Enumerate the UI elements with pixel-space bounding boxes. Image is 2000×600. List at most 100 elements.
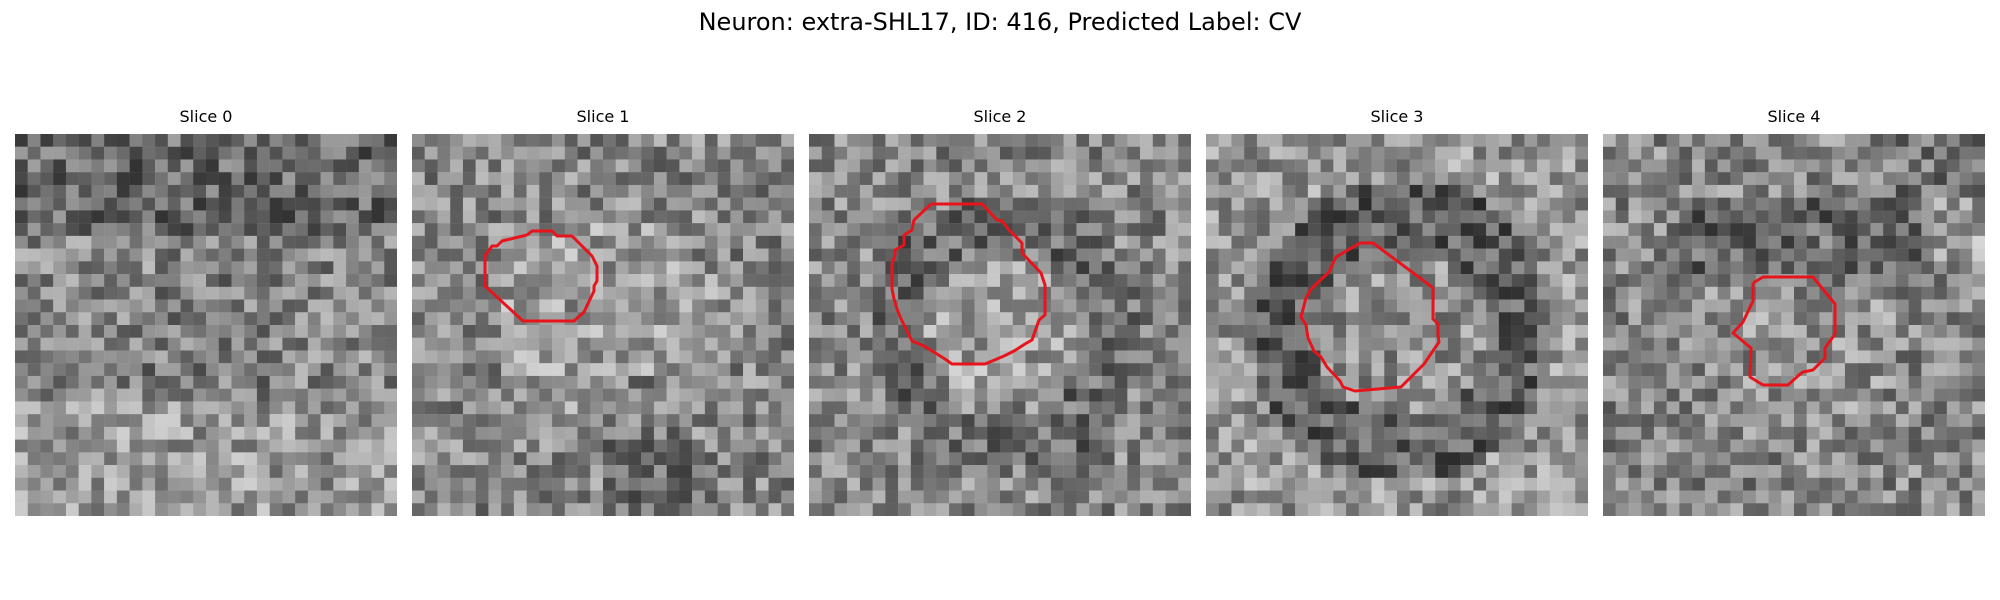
slice-pixel [167, 350, 181, 364]
slice-pixel [1857, 439, 1871, 453]
slice-pixel [603, 477, 616, 491]
slice-pixel [1895, 337, 1909, 351]
slice-pixel [1422, 337, 1436, 351]
slice-pixel [603, 172, 616, 186]
slice-pixel [1921, 146, 1935, 160]
slice-pixel [129, 325, 143, 338]
slice-pixel [717, 325, 731, 338]
slice-pixel [743, 235, 756, 249]
slice-pixel [155, 184, 168, 198]
slice-pixel [501, 274, 515, 287]
slice-pixel [974, 490, 988, 504]
slice-pixel [167, 261, 181, 275]
slice-pixel [320, 414, 334, 428]
slice-pixel [717, 350, 731, 364]
slice-pixel [564, 477, 578, 491]
slice-pixel [821, 274, 835, 287]
slice-pixel [539, 337, 553, 351]
slice-pixel [692, 503, 706, 516]
slice-pixel [488, 134, 502, 147]
slice-pixel [898, 414, 912, 428]
slice-pixel [1562, 159, 1576, 173]
slice-pixel [1755, 465, 1769, 478]
slice-pixel [371, 490, 385, 504]
slice-pixel [1498, 159, 1512, 173]
slice-pixel [1717, 414, 1731, 428]
slice-pixel [1603, 261, 1616, 275]
slice-pixel [91, 197, 105, 211]
slice-pixel [78, 146, 92, 160]
slice-pixel [781, 248, 794, 262]
slice-pixel [1575, 312, 1588, 326]
slice-pixel [1511, 414, 1525, 428]
slice-pixel [231, 325, 245, 338]
slice-pixel [1794, 210, 1807, 224]
slice-pixel [1794, 426, 1807, 440]
slice-pixel [704, 477, 718, 491]
slice-pixel [1498, 235, 1512, 249]
slice-pixel [15, 388, 28, 402]
slice-image-0 [15, 134, 397, 516]
slice-pixel [78, 299, 92, 313]
slice-pixel [821, 388, 835, 402]
slice-pixel [116, 299, 130, 313]
slice-pixel [282, 172, 296, 186]
slice-pixel [1358, 337, 1372, 351]
slice-pixel [1562, 363, 1576, 377]
slice-pixel [1704, 210, 1718, 224]
slice-pixel [641, 401, 655, 415]
slice-pixel [1562, 350, 1576, 364]
slice-pixel [437, 261, 451, 275]
slice-pixel [193, 146, 207, 160]
slice-pixel [1282, 363, 1296, 377]
slice-pixel [1768, 210, 1782, 224]
slice-pixel [358, 299, 372, 313]
slice-pixel [333, 134, 347, 147]
slice-pixel [1295, 363, 1309, 377]
slice-pixel [961, 325, 975, 338]
slice-pixel [1397, 350, 1410, 364]
slice-pixel [809, 184, 822, 198]
slice-pixel [653, 248, 667, 262]
slice-pixel [1000, 388, 1013, 402]
slice-pixel [552, 197, 565, 211]
slice-pixel [526, 197, 540, 211]
slice-pixel [1025, 414, 1039, 428]
slice-pixel [1806, 439, 1820, 453]
slice-pixel [40, 172, 54, 186]
slice-pixel [1908, 503, 1922, 516]
slice-pixel [1101, 337, 1115, 351]
slice-pixel [653, 426, 667, 440]
slice-pixel [961, 286, 975, 300]
slice-pixel [1295, 465, 1309, 478]
slice-pixel [1460, 477, 1474, 491]
slice-pixel [1178, 134, 1191, 147]
slice-pixel [1768, 363, 1782, 377]
slice-pixel [1934, 172, 1947, 186]
slice-pixel [206, 477, 219, 491]
slice-pixel [475, 210, 489, 224]
slice-pixel [1101, 235, 1115, 249]
slice-pixel [872, 134, 886, 147]
slice-pixel [1524, 503, 1538, 516]
slice-pixel [1333, 312, 1347, 326]
slice-pixel [730, 350, 744, 364]
slice-pixel [872, 286, 886, 300]
slice-pixel [1127, 210, 1141, 224]
slice-pixel [755, 286, 769, 300]
slice-pixel [371, 223, 385, 237]
slice-pixel [1371, 401, 1385, 415]
slice-pixel [653, 184, 667, 198]
slice-pixel [1895, 146, 1909, 160]
slice-pixel [180, 477, 194, 491]
slice-pixel [1101, 363, 1115, 377]
slice-pixel [180, 337, 194, 351]
slice-pixel [590, 452, 604, 466]
slice-pixel [269, 414, 283, 428]
slice-pixel [936, 375, 950, 389]
slice-pixel [78, 197, 92, 211]
slice-pixel [1460, 184, 1474, 198]
slice-pixel [1895, 490, 1909, 504]
slice-pixel [539, 465, 553, 478]
slice-pixel [40, 401, 54, 415]
